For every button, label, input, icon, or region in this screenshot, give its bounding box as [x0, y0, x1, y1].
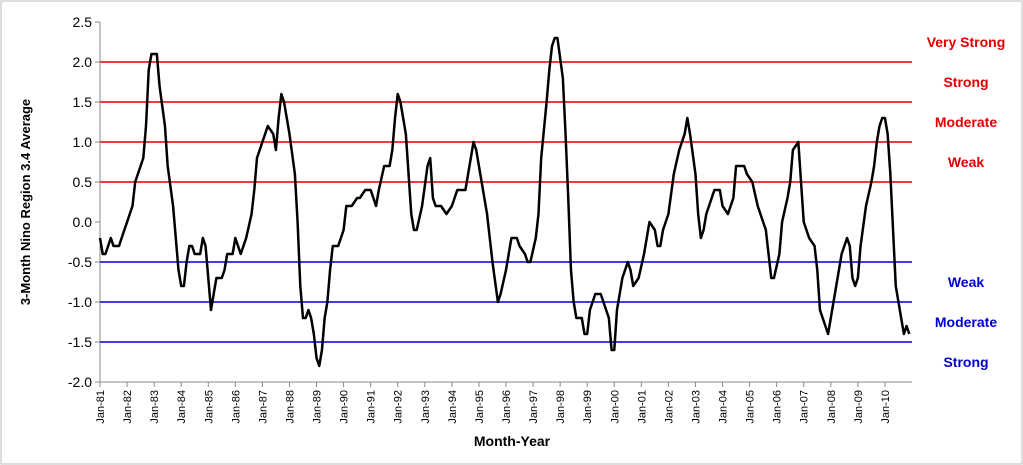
threshold-label: Moderate	[934, 314, 998, 330]
x-tick-label: Jan-08	[826, 390, 838, 424]
x-tick-label: Jan-91	[366, 390, 378, 424]
y-tick-label: 0.5	[73, 174, 93, 190]
threshold-label: Very Strong	[926, 34, 1006, 50]
threshold-label: Weak	[947, 274, 985, 290]
y-tick-label: 2.0	[73, 54, 93, 70]
x-tick-label: Jan-86	[230, 390, 242, 424]
y-tick-label: 1.0	[73, 134, 93, 150]
y-tick-label: -0.5	[68, 254, 92, 270]
x-tick-label: Jan-98	[555, 390, 567, 424]
x-tick-label: Jan-94	[447, 390, 459, 424]
x-tick-label: Jan-89	[312, 390, 324, 424]
x-tick-label: Jan-84	[176, 390, 188, 424]
x-tick-label: Jan-81	[95, 390, 107, 424]
y-tick-label: 2.5	[73, 14, 93, 30]
y-tick-label: -1.5	[68, 334, 92, 350]
x-tick-label: Jan-92	[393, 390, 405, 424]
x-axis-label: Month-Year	[474, 433, 551, 449]
x-tick-label: Jan-02	[663, 390, 675, 424]
x-tick-label: Jan-01	[636, 390, 648, 424]
y-tick-label: -1.0	[68, 294, 92, 310]
y-axis-label: 3-Month Nino Region 3.4 Average	[18, 99, 33, 305]
data-line	[98, 36, 911, 368]
threshold-label: Strong	[943, 354, 989, 370]
x-tick-label: Jan-07	[799, 390, 811, 424]
x-tick-label: Jan-85	[203, 390, 215, 424]
threshold-label: Strong	[943, 74, 989, 90]
x-tick-label: Jan-90	[339, 390, 351, 424]
x-tick-label: Jan-10	[880, 390, 892, 424]
x-tick-label: Jan-83	[149, 390, 161, 424]
x-tick-label: Jan-87	[257, 390, 269, 424]
x-tick-label: Jan-97	[528, 390, 540, 424]
x-tick-label: Jan-99	[582, 390, 594, 424]
x-tick-label: Jan-82	[122, 390, 134, 424]
x-tick-label: Jan-88	[284, 390, 296, 424]
x-tick-label: Jan-95	[474, 390, 486, 424]
threshold-label: Moderate	[934, 114, 998, 130]
x-tick-label: Jan-04	[718, 390, 730, 424]
x-tick-label: Jan-00	[609, 390, 621, 424]
x-tick-label: Jan-09	[853, 390, 865, 424]
y-tick-label: -2.0	[68, 374, 92, 390]
x-tick-label: Jan-93	[420, 390, 432, 424]
x-tick-label: Jan-03	[690, 390, 702, 424]
y-tick-label: 1.5	[73, 94, 93, 110]
threshold-label: Weak	[947, 154, 985, 170]
x-tick-label: Jan-05	[745, 390, 757, 424]
y-tick-label: 0.0	[73, 214, 93, 230]
x-tick-label: Jan-06	[772, 390, 784, 424]
x-tick-label: Jan-96	[501, 390, 513, 424]
